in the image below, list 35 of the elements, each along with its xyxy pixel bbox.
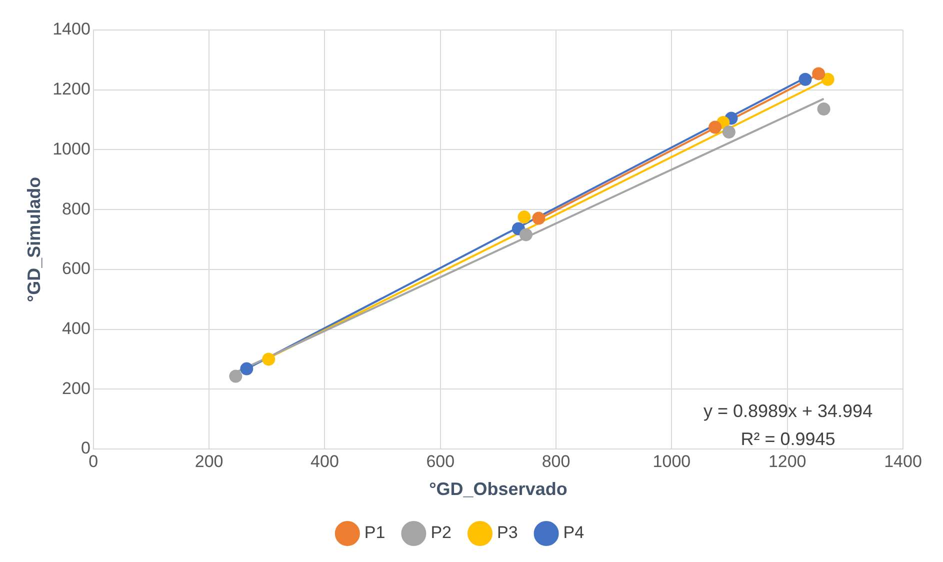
x-tick-label: 800 (542, 452, 570, 471)
point (262, 352, 276, 366)
point (240, 362, 254, 376)
x-tick-label: 200 (194, 452, 224, 471)
x-tick-label: 1000 (652, 452, 691, 471)
legend-label: P1 (364, 523, 386, 542)
y-tick-label: 1000 (52, 139, 90, 158)
annotation: y = 0.8989x + 34.994 (703, 401, 873, 421)
y-tick-label: 800 (62, 199, 90, 218)
point (817, 102, 830, 116)
point (519, 228, 532, 242)
x-tick-label: 1400 (884, 452, 922, 471)
x-tick-label: 600 (426, 452, 455, 471)
point (518, 210, 531, 224)
legend-label: P4 (563, 523, 584, 542)
x-axis-title: °GD_Observado (429, 479, 568, 500)
y-axis-title: °GD_Simulado (24, 176, 44, 302)
point (812, 67, 826, 80)
point (722, 126, 736, 139)
y-tick-label: 0 (80, 438, 90, 458)
y-tick-label: 600 (62, 259, 90, 278)
x-tick-label: 1200 (768, 452, 806, 471)
y-tick-label: 400 (62, 318, 90, 338)
y-tick-label: 1200 (52, 80, 90, 99)
legend-label: P3 (497, 523, 518, 542)
y-tick-label: 200 (62, 378, 90, 398)
annotation: R² = 0.9945 (740, 429, 836, 449)
point (708, 120, 722, 134)
point (229, 370, 242, 383)
x-tick-label: 400 (310, 452, 339, 471)
point (798, 72, 812, 86)
point (532, 212, 546, 225)
point (821, 72, 834, 86)
y-tick-label: 1400 (52, 20, 90, 39)
legend-label: P2 (430, 523, 452, 542)
